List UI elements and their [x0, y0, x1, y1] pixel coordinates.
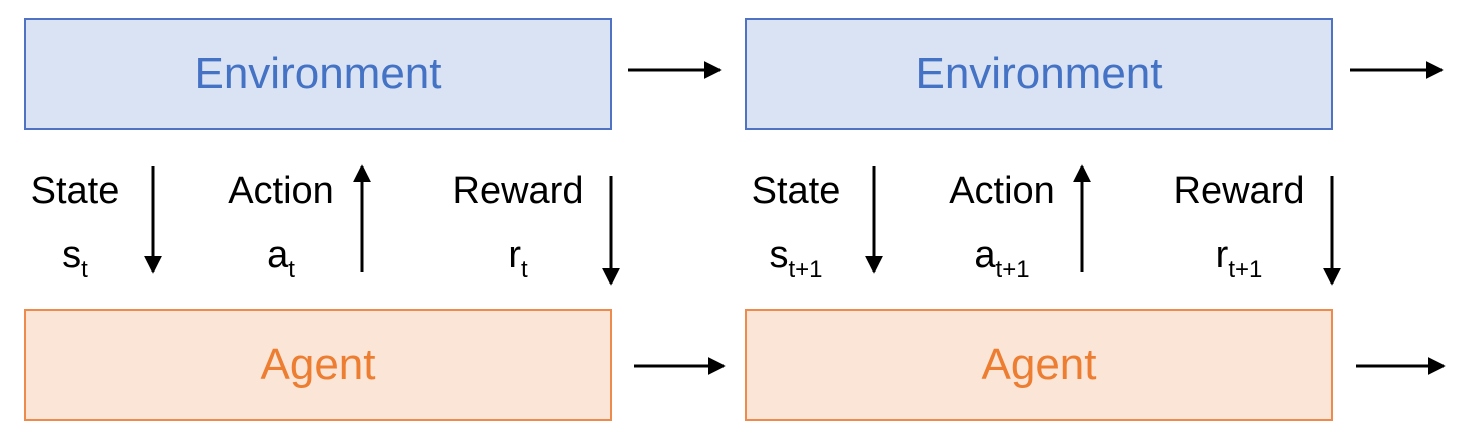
environment-label: Environment: [915, 49, 1163, 98]
agent-box-t: Agent: [24, 309, 612, 421]
action-symbol-t: at: [267, 234, 295, 283]
state-label-t1: State: [751, 170, 841, 212]
agent-box-t1: Agent: [745, 309, 1333, 421]
action-label-t: Action: [228, 170, 334, 212]
reward-symbol-t1: rt+1: [1215, 234, 1263, 283]
reward-label-t: Reward: [452, 170, 584, 212]
state-label-t: State: [30, 170, 120, 212]
environment-label: Environment: [194, 49, 442, 98]
reward-symbol-t: rt: [508, 234, 528, 283]
agent-label: Agent: [260, 340, 376, 389]
action-symbol-t1: at+1: [974, 234, 1030, 283]
reward-label-t1: Reward: [1173, 170, 1305, 212]
environment-box-t: Environment: [24, 18, 612, 130]
action-label-t1: Action: [949, 170, 1055, 212]
state-symbol-t: st: [62, 234, 88, 283]
environment-box-t1: Environment: [745, 18, 1333, 130]
state-symbol-t1: st+1: [769, 234, 823, 283]
agent-label: Agent: [981, 340, 1097, 389]
